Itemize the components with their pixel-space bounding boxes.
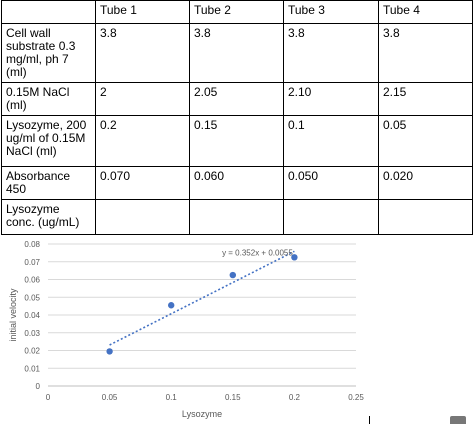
table-row: Absorbance 450 0.070 0.060 0.050 0.020	[1, 166, 473, 200]
y-tick-labels: 0 0.01 0.02 0.03 0.04 0.05 0.06 0.07 0.08	[24, 240, 40, 391]
y-tick-label: 0.07	[24, 258, 40, 267]
y-tick-label: 0	[36, 382, 41, 391]
table-cell: 2	[95, 82, 190, 116]
table-cell: 3.8	[189, 23, 284, 83]
table-cell	[378, 199, 473, 235]
x-tick-label: 0.2	[289, 393, 301, 402]
data-point	[106, 348, 113, 355]
table-row: Lysozyme conc. (ug/mL)	[1, 199, 473, 235]
table-cell: 2.15	[378, 82, 473, 116]
text-cursor	[369, 416, 370, 424]
table-header-cell: Tube 4	[378, 0, 473, 24]
row-label: 0.15M NaCl (ml)	[1, 82, 96, 116]
y-tick-label: 0.05	[24, 293, 40, 302]
x-tick-label: 0.15	[225, 393, 241, 402]
table-cell: 0.070	[95, 166, 190, 200]
data-point	[168, 302, 175, 309]
table-cell: 0.2	[95, 115, 190, 167]
trendline-equation: y = 0.352x + 0.0055	[222, 249, 293, 258]
table-cell: 2.05	[189, 82, 284, 116]
y-tick-label: 0.03	[24, 329, 40, 338]
table-header-cell: Tube 2	[189, 0, 284, 24]
table-cell: 3.8	[283, 23, 379, 83]
scatter-chart: 00.010.020.030.040.050.060.070.08 0 0.05 0…	[8, 240, 365, 419]
table-header-cell: Tube 1	[95, 0, 190, 24]
table-cell: 0.05	[378, 115, 473, 167]
row-label: Absorbance 450	[1, 166, 96, 200]
x-tick-label: 0.05	[102, 393, 118, 402]
data-point	[229, 271, 236, 279]
x-tick-label: 0.25	[348, 393, 364, 402]
y-tick-label: 0.01	[24, 364, 40, 373]
table-cell: 0.1	[283, 115, 379, 167]
y-tick-label: 0.04	[24, 311, 40, 320]
data-points	[106, 254, 298, 355]
y-tick-label: 0.08	[24, 240, 40, 249]
table-row: Cell wall substrate 0.3 mg/ml, ph 7 (ml)…	[1, 23, 473, 83]
data-point	[291, 254, 298, 261]
table-cell: 3.8	[95, 23, 190, 83]
row-label: Lysozyme conc. (ug/mL)	[1, 199, 96, 235]
x-tick-labels: 0 0.05 0.1 0.15 0.2 0.25	[46, 393, 365, 402]
x-tick-label: 0	[46, 393, 51, 402]
x-axis-title: Lysozyme	[182, 409, 222, 419]
table-cell: 0.060	[189, 166, 284, 200]
table-cell	[283, 199, 379, 235]
y-axis-title: initial velocity	[8, 288, 18, 342]
table-header-cell	[1, 0, 96, 24]
table-header-cell: Tube 3	[283, 0, 379, 24]
table-cell: 2.10	[283, 82, 379, 116]
corner-icon	[450, 416, 466, 424]
table-header-row: Tube 1 Tube 2 Tube 3 Tube 4	[1, 0, 473, 24]
y-tick-label: 0.06	[24, 276, 40, 285]
x-tick-label: 0.1	[166, 393, 178, 402]
row-label: Lysozyme, 200 ug/ml of 0.15M NaCl (ml)	[1, 115, 96, 167]
table-cell	[95, 199, 190, 235]
table-row: Lysozyme, 200 ug/ml of 0.15M NaCl (ml) 0…	[1, 115, 473, 167]
table-row: 0.15M NaCl (ml) 2 2.05 2.10 2.15	[1, 82, 473, 116]
table-cell: 0.050	[283, 166, 379, 200]
gridlines	[48, 243, 356, 387]
y-tick-label: 0.02	[24, 347, 40, 356]
table-cell: 0.020	[378, 166, 473, 200]
table-cell: 0.15	[189, 115, 284, 167]
table-cell: 3.8	[378, 23, 473, 83]
row-label: Cell wall substrate 0.3 mg/ml, ph 7 (ml)	[1, 23, 96, 83]
data-table: Tube 1 Tube 2 Tube 3 Tube 4 Cell wall su…	[1, 0, 473, 235]
trendline	[109, 250, 295, 346]
